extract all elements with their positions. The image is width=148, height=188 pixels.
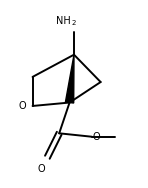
Polygon shape xyxy=(65,55,74,103)
Text: O: O xyxy=(92,132,100,142)
Text: O: O xyxy=(38,164,45,174)
Text: O: O xyxy=(18,101,26,111)
Text: NH: NH xyxy=(56,16,71,26)
Text: 2: 2 xyxy=(71,20,75,27)
